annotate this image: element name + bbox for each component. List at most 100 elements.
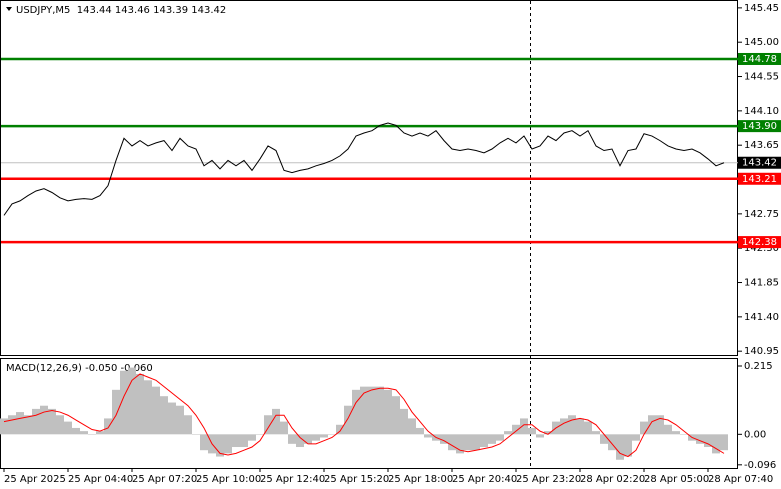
macd-bar xyxy=(616,434,624,460)
macd-bar xyxy=(152,386,160,435)
macd-bar xyxy=(120,370,128,435)
level-label: 143.21 xyxy=(742,174,777,185)
level-label-box xyxy=(738,52,781,65)
macd-bar xyxy=(312,434,320,441)
macd-bar xyxy=(520,418,528,435)
level-label-box xyxy=(738,236,781,249)
macd-panel-border xyxy=(0,358,738,469)
x-tick-label: 28 Apr 05:00 xyxy=(644,474,709,485)
macd-bar xyxy=(128,367,136,435)
macd-bar xyxy=(256,434,264,435)
macd-bar xyxy=(32,408,40,435)
macd-bar xyxy=(664,424,672,435)
macd-bar xyxy=(568,415,576,435)
macd-bar xyxy=(280,421,288,435)
x-tick-label: 25 Apr 18:00 xyxy=(388,474,453,485)
macd-bar xyxy=(64,421,72,435)
macd-bar xyxy=(48,408,56,435)
y-tick-label: 145.45 xyxy=(744,3,779,14)
macd-bar xyxy=(416,427,424,435)
macd-bar xyxy=(320,434,328,438)
macd-bar xyxy=(96,431,104,435)
macd-bar xyxy=(680,434,688,435)
last-price-box xyxy=(738,156,781,169)
macd-bar xyxy=(144,380,152,435)
macd-bar xyxy=(696,434,704,444)
macd-bar xyxy=(56,415,64,435)
macd-bar xyxy=(544,431,552,435)
macd-bar xyxy=(288,434,296,444)
macd-bar xyxy=(408,418,416,435)
macd-bar xyxy=(24,415,32,435)
macd-bar xyxy=(712,434,720,454)
macd-bar xyxy=(344,405,352,435)
macd-bar xyxy=(224,434,232,454)
price-line xyxy=(3,122,725,216)
x-tick-label: 25 Apr 04:40 xyxy=(68,474,133,485)
macd-bar xyxy=(200,434,208,451)
x-tick-label: 25 Apr 12:40 xyxy=(260,474,325,485)
y-tick-label: 142.30 xyxy=(744,243,779,254)
y-tick-label: 140.95 xyxy=(744,346,779,357)
macd-bar xyxy=(160,396,168,435)
y-tick-label: 144.10 xyxy=(744,106,779,117)
level-label: 144.78 xyxy=(742,54,777,65)
x-tick-label: 28 Apr 07:40 xyxy=(708,474,773,485)
y-tick-label: 141.85 xyxy=(744,278,779,289)
macd-bar xyxy=(464,434,472,451)
y-tick-label: -0.096 xyxy=(744,460,776,471)
macd-bar xyxy=(496,434,504,441)
macd-bar xyxy=(608,434,616,451)
macd-bar xyxy=(368,386,376,435)
macd-bar xyxy=(400,408,408,435)
macd-bar xyxy=(328,434,336,435)
x-tick-label: 25 Apr 20:40 xyxy=(452,474,517,485)
macd-bar xyxy=(456,434,464,454)
macd-bar xyxy=(216,434,224,457)
macd-bar xyxy=(488,434,496,444)
level-label: 142.38 xyxy=(742,237,777,248)
macd-bar xyxy=(384,389,392,435)
y-tick-label: 141.40 xyxy=(744,312,779,323)
macd-bar xyxy=(584,421,592,435)
macd-bar xyxy=(272,408,280,435)
macd-bar xyxy=(232,434,240,448)
macd-bar xyxy=(480,434,488,448)
macd-bar xyxy=(640,421,648,435)
macd-bar xyxy=(168,402,176,435)
x-tick-label: 25 Apr 07:20 xyxy=(132,474,197,485)
macd-bar xyxy=(624,434,632,457)
macd-title: MACD(12,26,9) -0.050 -0.060 xyxy=(6,363,153,374)
macd-bar xyxy=(592,431,600,435)
macd-bar xyxy=(296,434,304,448)
macd-bar xyxy=(440,434,448,444)
macd-bar xyxy=(72,427,80,435)
x-tick-label: 25 Apr 23:20 xyxy=(516,474,581,485)
macd-bar xyxy=(16,412,24,435)
macd-bar xyxy=(648,415,656,435)
macd-bar xyxy=(560,418,568,435)
macd-bar xyxy=(472,434,480,451)
x-tick-label: 25 Apr 15:20 xyxy=(324,474,389,485)
macd-bar xyxy=(88,434,96,435)
y-tick-label: 0.215 xyxy=(744,361,773,372)
menu-triangle xyxy=(6,7,12,11)
macd-bar xyxy=(352,389,360,435)
macd-bar xyxy=(576,418,584,435)
macd-bar xyxy=(512,424,520,435)
chart-title: USDJPY,M5 143.44 143.46 143.39 143.42 xyxy=(16,5,226,16)
macd-bar xyxy=(424,434,432,438)
macd-bar xyxy=(336,424,344,435)
macd-bar xyxy=(192,434,200,435)
y-tick-label: 145.00 xyxy=(744,37,779,48)
macd-bar xyxy=(240,434,248,448)
y-tick-label: 142.75 xyxy=(744,209,779,220)
x-tick-label: 28 Apr 02:20 xyxy=(580,474,645,485)
macd-bar xyxy=(80,431,88,435)
x-tick-label: 25 Apr 10:00 xyxy=(196,474,261,485)
macd-bar xyxy=(704,434,712,448)
macd-bar xyxy=(392,396,400,435)
level-label-box xyxy=(738,120,781,133)
